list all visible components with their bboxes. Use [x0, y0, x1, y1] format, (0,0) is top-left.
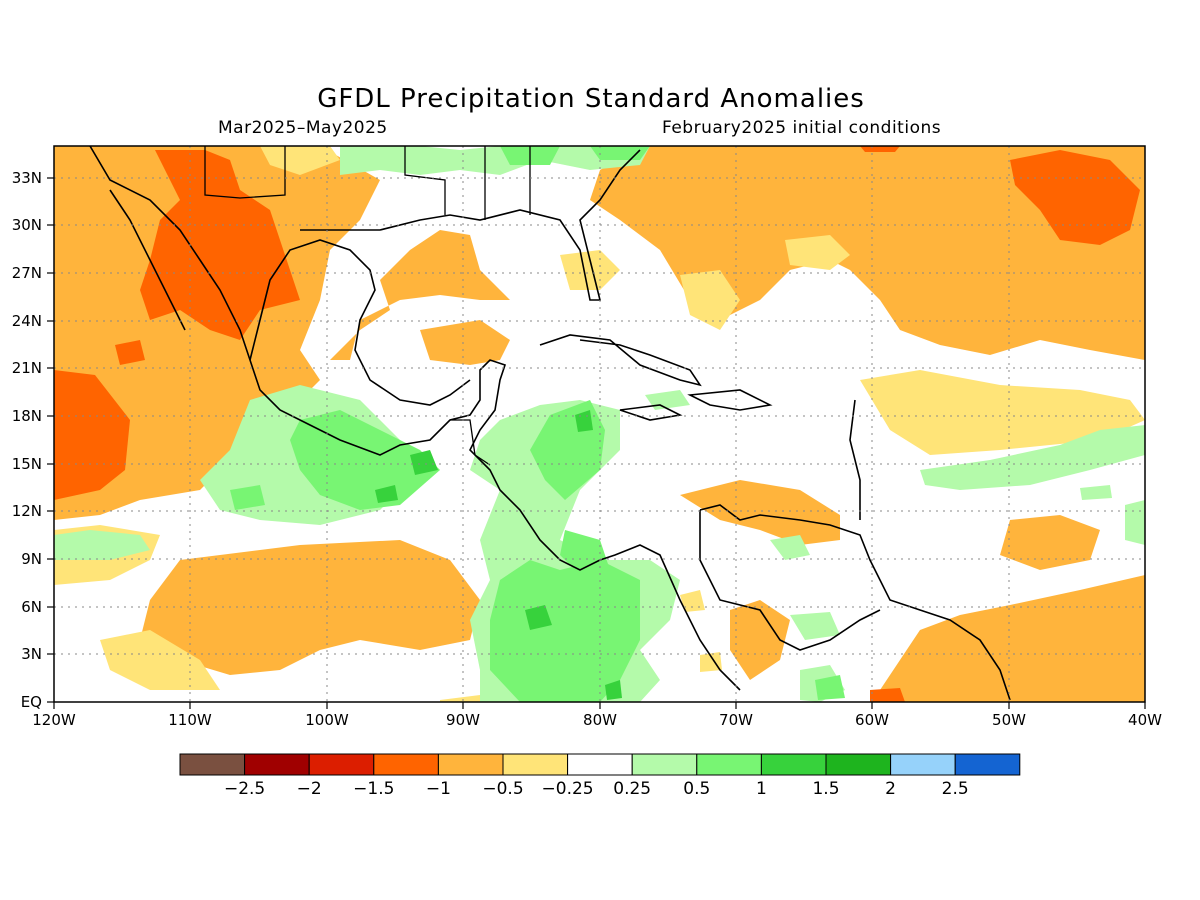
y-tick-label: 18N	[12, 407, 42, 425]
graticule	[54, 146, 1145, 702]
colorbar-label: −1	[426, 779, 451, 799]
colorbar-label: −2.5	[224, 779, 265, 799]
y-tick-label: 30N	[12, 216, 42, 234]
colorbar-label: 2.5	[942, 779, 969, 799]
colorbar-label: −2	[297, 779, 322, 799]
tick-marks	[47, 177, 1146, 709]
x-tick-label: 90W	[446, 711, 480, 729]
colorbar-swatch	[179, 753, 246, 776]
x-tick-label: 80W	[583, 711, 617, 729]
x-tick-label: 50W	[992, 711, 1026, 729]
colorbar-swatch	[890, 753, 956, 776]
y-tick-label: 9N	[21, 550, 42, 568]
colorbar-label: 0.25	[613, 779, 651, 799]
x-tick-label: 100W	[305, 711, 349, 729]
colorbar-swatch	[437, 753, 504, 776]
colorbar-label: −1.5	[353, 779, 394, 799]
colorbar-swatch	[244, 753, 310, 776]
forecast-period: Mar2025–May2025	[218, 118, 388, 138]
y-tick-label: 33N	[12, 169, 42, 187]
anomaly-field	[54, 146, 1145, 702]
colorbar-swatch	[954, 753, 1021, 776]
colorbar-label: 1.5	[812, 779, 839, 799]
colorbar-swatch	[567, 753, 633, 776]
anomaly-below-1	[54, 146, 1140, 702]
colorbar-labels: −2.5 −2 −1.5 −1 −0.5 −0.25 0.25 0.5 1 1.5 2 2.5	[224, 779, 969, 799]
x-tick-label: 40W	[1128, 711, 1162, 729]
y-tick-label: EQ	[21, 693, 42, 711]
colorbar-swatches	[179, 753, 1021, 776]
colorbar-label: 2	[885, 779, 896, 799]
colorbar-swatch	[373, 753, 439, 776]
x-axis-labels: 120W 110W 100W 90W 80W 70W 60W 50W 40W	[32, 711, 1162, 729]
colorbar-swatch	[502, 753, 569, 776]
y-tick-label: 3N	[21, 645, 42, 663]
y-tick-label: 21N	[12, 359, 42, 377]
x-tick-label: 120W	[32, 711, 76, 729]
y-axis-labels: EQ 3N 6N 9N 12N 15N 18N 21N 24N 27N 30N …	[12, 169, 42, 711]
initial-conditions: February2025 initial conditions	[662, 118, 942, 138]
y-tick-label: 15N	[12, 455, 42, 473]
y-tick-label: 12N	[12, 502, 42, 520]
colorbar-swatch	[308, 753, 375, 776]
colorbar-label: −0.5	[482, 779, 523, 799]
y-tick-label: 24N	[12, 312, 42, 330]
colorbar: −2.5 −2 −1.5 −1 −0.5 −0.25 0.25 0.5 1 1.5 2 2.5	[179, 753, 1021, 799]
x-tick-label: 110W	[168, 711, 212, 729]
map-title: GFDL Precipitation Standard Anomalies	[317, 84, 865, 114]
colorbar-label: 0.5	[683, 779, 710, 799]
anomaly-above-1	[375, 410, 622, 700]
borders	[204, 146, 531, 466]
colorbar-swatch	[825, 753, 892, 776]
y-tick-label: 27N	[12, 264, 42, 282]
colorbar-swatch	[631, 753, 698, 776]
y-tick-label: 6N	[21, 598, 42, 616]
colorbar-label: −0.25	[542, 779, 594, 799]
colorbar-swatch	[696, 753, 762, 776]
colorbar-label: 1	[756, 779, 767, 799]
x-tick-label: 70W	[719, 711, 753, 729]
coastlines	[89, 146, 1011, 701]
x-tick-label: 60W	[855, 711, 889, 729]
colorbar-swatch	[760, 753, 827, 776]
